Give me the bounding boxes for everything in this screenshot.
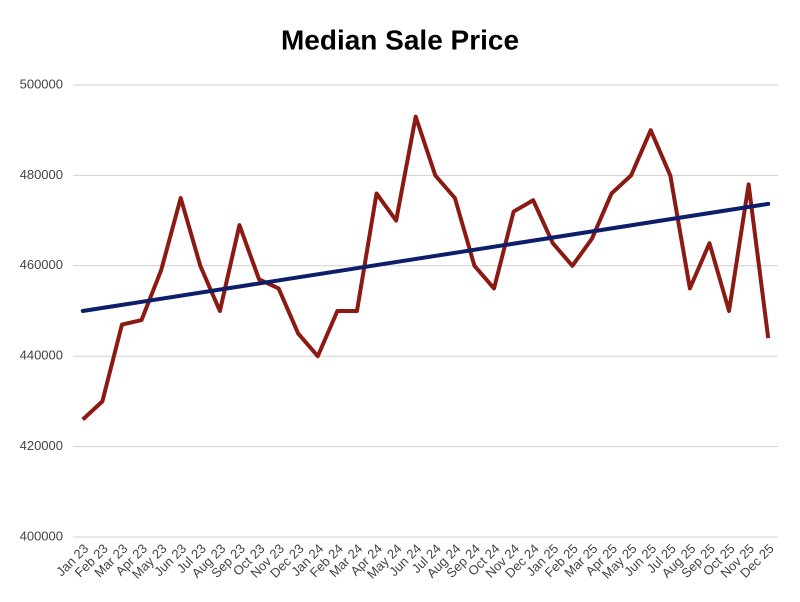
y-tick-label: 500000 — [20, 76, 63, 91]
y-tick-label: 480000 — [20, 167, 63, 182]
y-tick-label: 420000 — [20, 438, 63, 453]
price-line — [81, 114, 771, 421]
y-tick-label: 460000 — [20, 257, 63, 272]
trend-line — [80, 201, 771, 313]
y-tick-label: 400000 — [20, 528, 63, 543]
y-tick-label: 440000 — [20, 348, 63, 363]
chart-title: Median Sale Price — [281, 24, 519, 55]
